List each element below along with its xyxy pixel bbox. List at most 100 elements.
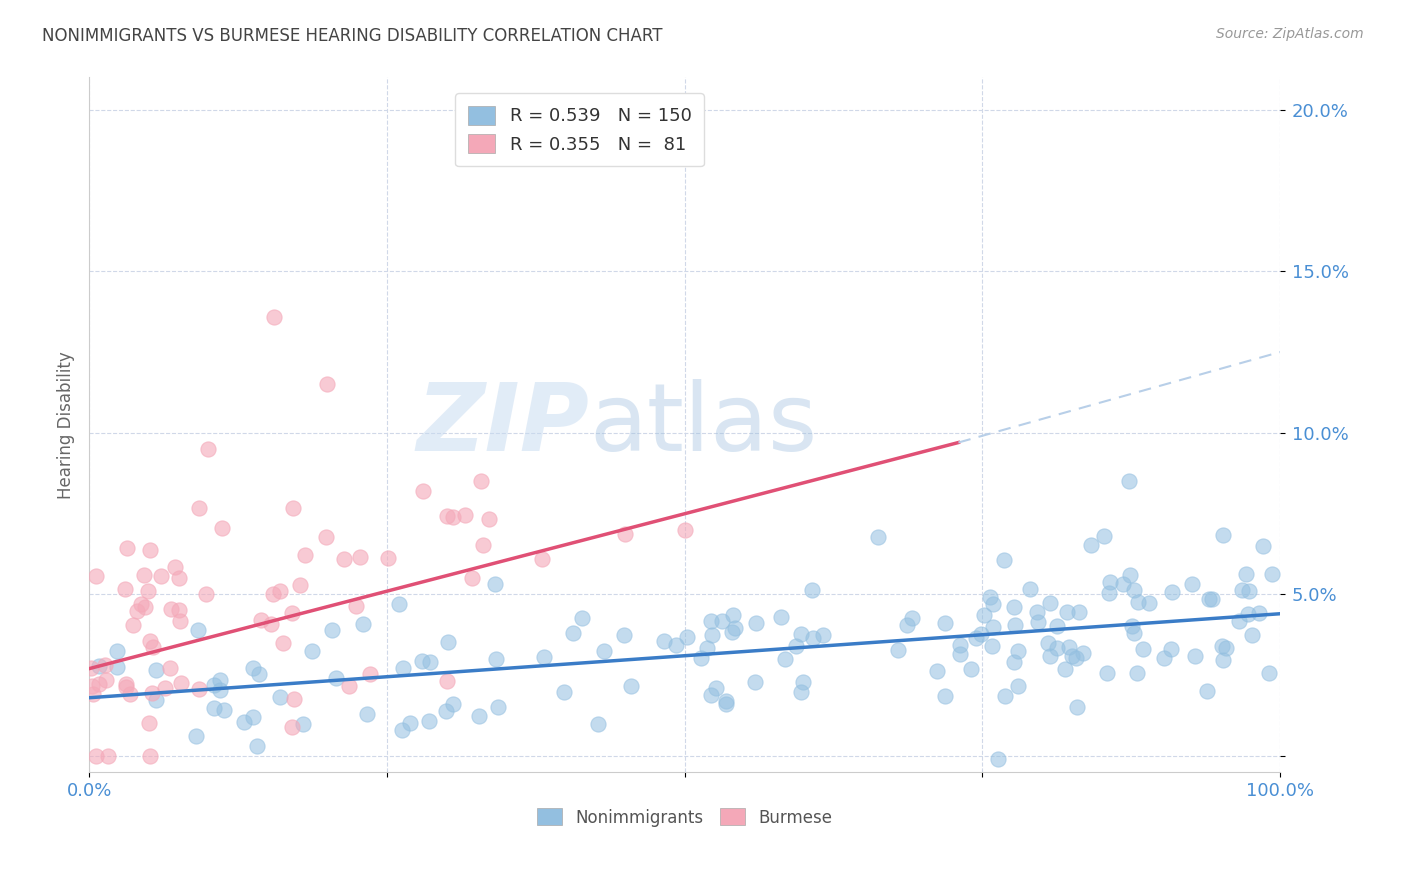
Point — [159, 601, 181, 615]
Point — [790, 685, 813, 699]
Point — [120, 687, 142, 701]
Point — [388, 597, 411, 611]
Point — [411, 654, 433, 668]
Point — [720, 625, 742, 640]
Point — [1212, 652, 1234, 666]
Point — [169, 676, 191, 690]
Point — [263, 310, 285, 324]
Point — [1236, 567, 1258, 582]
Point — [1002, 600, 1025, 615]
Point — [711, 614, 734, 628]
Point — [801, 632, 824, 646]
Point — [1125, 665, 1147, 680]
Point — [934, 616, 956, 631]
Point — [1004, 618, 1026, 632]
Point — [561, 626, 583, 640]
Point — [1095, 665, 1118, 680]
Point — [484, 577, 506, 591]
Point — [441, 697, 464, 711]
Point — [188, 682, 211, 697]
Point — [82, 686, 104, 700]
Point — [80, 661, 103, 675]
Point — [283, 692, 305, 706]
Point — [1237, 584, 1260, 599]
Point — [470, 474, 492, 488]
Point — [142, 640, 165, 654]
Point — [471, 538, 494, 552]
Point — [979, 591, 1001, 605]
Point — [1160, 585, 1182, 599]
Point — [1251, 540, 1274, 554]
Point — [436, 635, 458, 649]
Point — [925, 664, 948, 678]
Point — [1121, 619, 1143, 633]
Point — [1215, 641, 1237, 656]
Point — [960, 662, 983, 676]
Point — [721, 607, 744, 622]
Point — [993, 552, 1015, 566]
Point — [652, 634, 675, 648]
Point — [592, 644, 614, 658]
Point — [770, 610, 793, 624]
Point — [141, 686, 163, 700]
Point — [105, 659, 128, 673]
Point — [145, 693, 167, 707]
Point — [288, 578, 311, 592]
Point — [392, 661, 415, 675]
Point — [377, 550, 399, 565]
Point — [969, 627, 991, 641]
Point — [349, 550, 371, 565]
Point — [980, 640, 1002, 654]
Point — [887, 643, 910, 657]
Point — [461, 571, 484, 585]
Point — [301, 643, 323, 657]
Point — [165, 560, 187, 574]
Point — [115, 680, 138, 694]
Point — [1137, 596, 1160, 610]
Point — [1007, 643, 1029, 657]
Point — [700, 614, 723, 628]
Point — [281, 606, 304, 620]
Point — [785, 639, 807, 653]
Point — [208, 673, 231, 687]
Point — [188, 500, 211, 515]
Point — [121, 617, 143, 632]
Point — [744, 615, 766, 630]
Point — [169, 615, 191, 629]
Point — [194, 586, 217, 600]
Point — [792, 674, 814, 689]
Point — [1160, 642, 1182, 657]
Point — [294, 548, 316, 562]
Point — [211, 521, 233, 535]
Point — [1132, 641, 1154, 656]
Point — [129, 598, 152, 612]
Point — [271, 636, 294, 650]
Point — [325, 671, 347, 685]
Point — [1080, 538, 1102, 552]
Point — [1237, 607, 1260, 622]
Point — [553, 685, 575, 699]
Point — [184, 729, 207, 743]
Text: Source: ZipAtlas.com: Source: ZipAtlas.com — [1216, 27, 1364, 41]
Point — [1098, 585, 1121, 599]
Point — [1119, 568, 1142, 582]
Point — [485, 652, 508, 666]
Point — [453, 508, 475, 522]
Point — [773, 652, 796, 666]
Point — [1060, 648, 1083, 663]
Point — [399, 716, 422, 731]
Point — [145, 663, 167, 677]
Point — [337, 679, 360, 693]
Point — [214, 703, 236, 717]
Point — [138, 748, 160, 763]
Point — [1007, 679, 1029, 693]
Point — [981, 620, 1004, 634]
Point — [202, 701, 225, 715]
Legend: Nonimmigrants, Burmese: Nonimmigrants, Burmese — [530, 802, 839, 833]
Point — [80, 679, 103, 693]
Point — [242, 661, 264, 675]
Point — [612, 627, 634, 641]
Point — [901, 611, 924, 625]
Point — [1126, 594, 1149, 608]
Point — [675, 630, 697, 644]
